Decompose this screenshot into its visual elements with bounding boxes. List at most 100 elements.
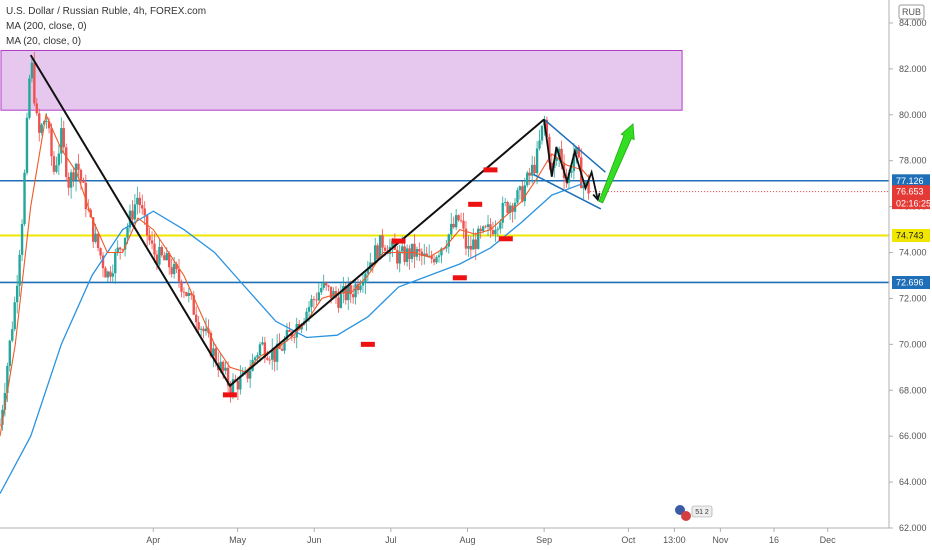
candle-body bbox=[474, 239, 477, 249]
candle-body bbox=[374, 245, 377, 265]
candle bbox=[104, 266, 107, 278]
candle-body bbox=[383, 247, 387, 251]
candle-body bbox=[526, 172, 529, 186]
candle-body bbox=[511, 205, 514, 212]
candle-body bbox=[226, 367, 230, 386]
candle-body bbox=[96, 233, 100, 249]
candle bbox=[150, 231, 154, 250]
candle bbox=[15, 274, 19, 314]
price-tick-label: 72.000 bbox=[899, 293, 927, 303]
candle bbox=[418, 242, 421, 261]
candle-body bbox=[584, 181, 588, 186]
candle-body bbox=[204, 328, 208, 332]
news-events-icon[interactable]: 51 2 bbox=[675, 505, 713, 521]
candle-body bbox=[187, 292, 191, 296]
ma20-legend[interactable]: MA (20, close, 0) bbox=[6, 36, 82, 47]
candle bbox=[435, 255, 438, 265]
last-price-tag-value: 76.653 bbox=[896, 187, 924, 197]
symbol-title[interactable]: U.S. Dollar / Russian Ruble, 4h, FOREX.c… bbox=[6, 6, 207, 17]
time-tick-label: 13:00 bbox=[663, 535, 686, 545]
candle-body bbox=[518, 186, 522, 191]
candle-body bbox=[18, 254, 21, 286]
candle-body bbox=[199, 328, 203, 330]
candle bbox=[432, 254, 436, 266]
candle-body bbox=[484, 226, 487, 228]
candle-body bbox=[118, 247, 122, 250]
pivot-marker bbox=[452, 275, 467, 281]
candle-body bbox=[312, 299, 316, 300]
candle-body bbox=[310, 299, 313, 308]
candle-body bbox=[214, 348, 218, 363]
candle bbox=[494, 220, 497, 242]
candle bbox=[60, 117, 63, 164]
candle bbox=[248, 359, 252, 388]
candle-body bbox=[572, 153, 576, 172]
candle bbox=[65, 143, 68, 182]
time-tick-label: Nov bbox=[712, 535, 729, 545]
candle bbox=[450, 212, 453, 240]
candle-body bbox=[305, 311, 308, 322]
candle-body bbox=[293, 337, 296, 339]
candle-body bbox=[67, 176, 70, 188]
candle-body bbox=[84, 182, 88, 210]
candle-body bbox=[400, 246, 404, 252]
zigzag-projection bbox=[543, 119, 599, 200]
ma200-legend[interactable]: MA (200, close, 0) bbox=[6, 21, 87, 32]
candle bbox=[354, 280, 357, 305]
candle bbox=[0, 418, 2, 427]
candle-body bbox=[403, 246, 406, 262]
candle-body bbox=[322, 282, 325, 288]
candle-body bbox=[72, 172, 75, 181]
price-tick-label: 62.000 bbox=[899, 523, 927, 533]
candle-body bbox=[163, 255, 166, 261]
candle-body bbox=[324, 282, 328, 286]
candle bbox=[111, 264, 115, 282]
candle-body bbox=[538, 140, 541, 149]
candle bbox=[11, 321, 14, 343]
candle-body bbox=[376, 245, 379, 260]
candle-body bbox=[450, 223, 453, 235]
candle-body bbox=[138, 197, 141, 206]
candle bbox=[437, 252, 441, 263]
candle-body bbox=[185, 292, 188, 296]
candle bbox=[467, 235, 470, 257]
candle bbox=[528, 167, 531, 185]
candle bbox=[226, 361, 230, 392]
candle bbox=[489, 218, 492, 238]
candle-body bbox=[329, 286, 333, 299]
candle-body bbox=[462, 220, 465, 229]
candle-body bbox=[1, 409, 4, 425]
candle-body bbox=[545, 119, 549, 137]
price-tick-label: 66.000 bbox=[899, 431, 927, 441]
candle bbox=[99, 247, 102, 260]
candle bbox=[572, 143, 576, 180]
candle bbox=[47, 117, 51, 134]
candle-body bbox=[121, 249, 124, 251]
candle-body bbox=[114, 252, 117, 274]
candle bbox=[263, 336, 267, 364]
time-axis[interactable]: Apr May Jun Jul Aug Sep Oct 13:00 Nov 16 Dec bbox=[146, 528, 836, 545]
candle-body bbox=[197, 322, 200, 330]
candle bbox=[153, 233, 156, 263]
time-tick-label: Sep bbox=[536, 535, 552, 545]
candle bbox=[398, 244, 401, 273]
candle bbox=[101, 252, 105, 278]
candle-body bbox=[62, 128, 65, 148]
candle bbox=[577, 145, 580, 159]
candle bbox=[285, 323, 289, 342]
candle-body bbox=[452, 223, 455, 228]
candle-body bbox=[408, 248, 411, 259]
candle bbox=[91, 216, 95, 249]
candle-body bbox=[77, 163, 80, 170]
candle-body bbox=[398, 251, 401, 264]
candle-body bbox=[106, 271, 110, 278]
candle-body bbox=[351, 294, 355, 298]
trend-line bbox=[29, 54, 545, 388]
candle-body bbox=[427, 255, 431, 257]
candle-body bbox=[491, 230, 495, 235]
candle-body bbox=[339, 292, 343, 308]
candle-body bbox=[202, 328, 205, 332]
candle bbox=[136, 186, 139, 215]
candle-body bbox=[180, 281, 183, 292]
